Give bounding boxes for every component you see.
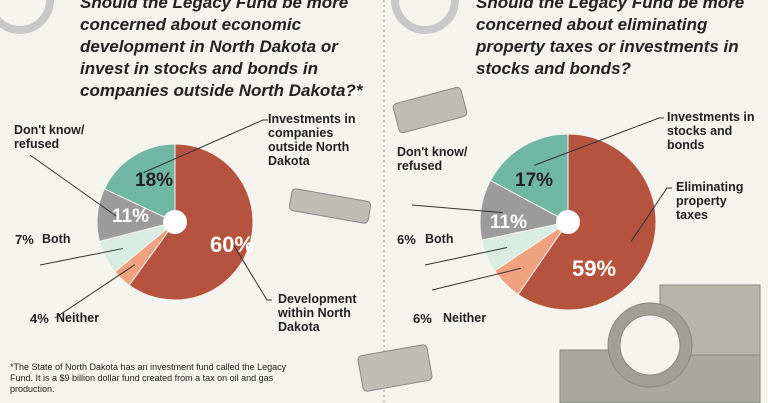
value-label: 60% bbox=[210, 232, 255, 257]
pie-slice bbox=[103, 143, 176, 223]
slice-label: Development within North Dakota bbox=[278, 292, 357, 334]
q-icon bbox=[391, 0, 459, 34]
value-label: 6% bbox=[397, 232, 416, 247]
q-icon bbox=[0, 0, 54, 34]
value-label: 11% bbox=[112, 206, 149, 227]
pie-slice bbox=[489, 133, 569, 223]
slice-label: Don't know/ refused bbox=[397, 145, 468, 173]
leader-line bbox=[230, 239, 272, 301]
leader-line bbox=[143, 119, 268, 174]
pie-hole bbox=[556, 210, 580, 234]
slice-label: Eliminating property taxes bbox=[676, 180, 744, 222]
value-label: 17% bbox=[515, 170, 554, 191]
leader-line bbox=[54, 264, 136, 319]
footnote: *The State of North Dakota has an invest… bbox=[10, 362, 287, 394]
leader-line bbox=[411, 204, 503, 214]
slice-label: Neither bbox=[56, 311, 100, 325]
slice-label: Investments in stocks and bonds bbox=[667, 110, 755, 152]
slice-label: Neither bbox=[443, 311, 487, 325]
money-decoration bbox=[288, 86, 761, 403]
leader-line bbox=[29, 154, 118, 217]
chart-title: Should the Legacy Fund be more concerned… bbox=[80, 0, 363, 100]
pie-slice bbox=[517, 133, 657, 311]
leader-line bbox=[431, 267, 522, 291]
slice-label: Investments in companies outside North D… bbox=[268, 112, 356, 168]
value-label: 18% bbox=[135, 170, 174, 191]
value-label: 4% bbox=[30, 311, 49, 326]
value-label: 7% bbox=[15, 232, 34, 247]
leader-line bbox=[39, 248, 123, 266]
value-label: 6% bbox=[413, 311, 432, 326]
slice-label: Both bbox=[42, 232, 71, 246]
value-label: 59% bbox=[572, 256, 617, 281]
pie-slice bbox=[128, 143, 254, 301]
leader-line bbox=[424, 247, 508, 266]
chart-title: Should the Legacy Fund be more concerned… bbox=[476, 0, 745, 78]
leader-line bbox=[533, 117, 664, 166]
value-label: 11% bbox=[490, 212, 527, 233]
pie-hole bbox=[163, 210, 187, 234]
leader-line bbox=[630, 187, 672, 242]
slice-label: Don't know/ refused bbox=[14, 123, 85, 151]
slice-label: Both bbox=[425, 232, 454, 246]
